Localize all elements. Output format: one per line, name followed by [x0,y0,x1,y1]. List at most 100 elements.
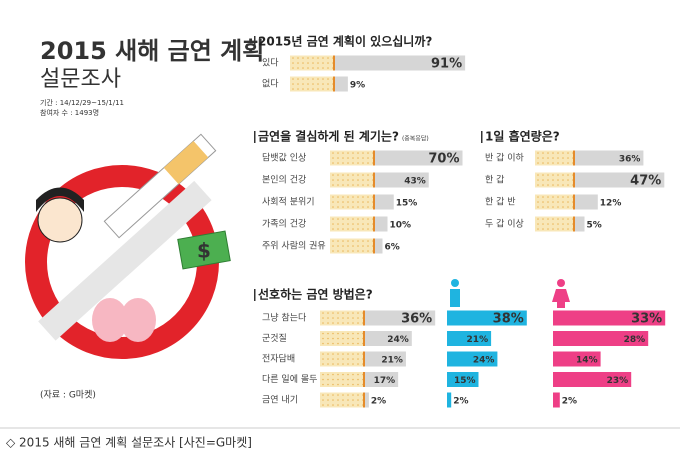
filter-dot [557,152,559,154]
filter-dot [357,196,359,198]
filter-dot [322,88,324,90]
filter-dot [542,196,544,198]
filter-dot [347,218,349,220]
filter-dot [347,174,349,176]
bar [365,331,412,346]
filter-dot [307,57,309,59]
filter-edge [573,172,575,188]
filter-dot [567,179,569,181]
filter-dot [337,201,339,203]
filter-dot [292,57,294,59]
bar [575,194,598,210]
filter-dot [337,152,339,154]
filter-dot [352,394,354,396]
filter-dot [552,174,554,176]
filter-dot [557,196,559,198]
value-label: 17% [374,376,396,386]
filter-dot [352,250,354,252]
filter-dot [337,245,339,247]
filter-dot [342,373,344,376]
filter-dot [562,201,564,203]
filter-dot [347,373,349,376]
filter-dot [352,174,354,176]
filter-dot [327,404,329,406]
filter-dot [327,378,329,381]
filter-dot [367,162,369,164]
filter-dot [542,201,544,203]
category-label: 전자담배 [262,353,295,365]
filter-dot [357,322,359,324]
filter-dot [562,206,564,208]
filter-dot [542,184,544,186]
filter-dot [367,179,369,181]
value-label: 15% [454,376,476,386]
filter-dot [342,179,344,181]
filter-dot [347,312,349,314]
filter-dot [352,245,354,247]
filter-dot [567,201,569,203]
category-label: 금연 내기 [262,395,298,406]
filter-dot [552,223,554,225]
filter-dot [367,152,369,154]
filter-dot [357,363,359,365]
filter-dot [362,250,364,252]
filter-dot [562,223,564,225]
value-label: 43% [404,177,426,187]
value-label: 24% [387,335,409,345]
filter-dot [352,201,354,203]
caption: ◇ 2015 새해 금연 계획 설문조사 [사진=G마켓] [6,436,252,450]
filter-dot [347,363,349,365]
filter-dot [322,353,324,355]
bar [553,331,649,346]
filter-dot [552,184,554,186]
filter-dot [327,57,329,59]
filter-dot [352,312,354,314]
filter-dot [322,322,324,324]
filter-dot [322,332,324,335]
filter-dot [537,184,539,186]
filter-dot [537,162,539,164]
filter-dot [562,162,564,164]
filter-dot [562,174,564,176]
filter-dot [337,184,339,186]
filter-dot [552,162,554,164]
filter-dot [332,378,334,381]
filter-dot [332,218,334,220]
filter-dot [347,228,349,230]
filter-dot [347,322,349,324]
filter-dot [552,206,554,208]
filter-dot [342,342,344,345]
filter-dot [362,152,364,154]
filter-dot [302,88,304,90]
filter-dot [567,162,569,164]
filter-dot [312,78,314,80]
value-label: 36% [401,312,432,327]
filter-dot [567,196,569,198]
filter-dot [557,174,559,176]
filter-dot [357,201,359,203]
filter-edge [333,55,335,71]
filter-dot [332,223,334,225]
filter-dot [347,157,349,159]
filter-dot [547,196,549,198]
filter-dot [347,342,349,345]
value-label: 33% [631,312,662,327]
category-label: 한 갑 반 [485,196,516,208]
filter-dot [352,228,354,230]
filter-dot [322,57,324,59]
filter-dot [567,157,569,159]
filter-dot [562,184,564,186]
chart-title: 1일 흡연량은? [485,129,560,144]
category-label: 사회적 분위기 [262,196,315,208]
filter-dot [557,223,559,225]
svg-text:$: $ [197,239,211,263]
filter-dot [317,57,319,59]
filter-dot [542,223,544,225]
filter-dot [342,332,344,335]
category-label: 가족의 건강 [262,219,306,230]
filter-dot [562,228,564,230]
filter-dot [562,179,564,181]
filter-dot [347,245,349,247]
filter-dot [332,399,334,401]
filter-dot [347,332,349,335]
